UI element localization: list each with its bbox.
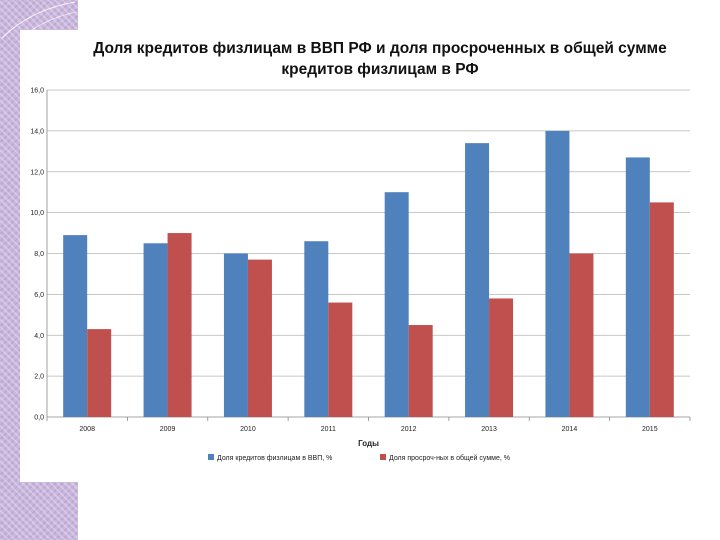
x-tick-label: 2009 bbox=[160, 426, 176, 433]
y-tick-label: 16,0 bbox=[30, 88, 44, 95]
legend-swatch bbox=[380, 454, 386, 460]
bar-share-overdue-2011 bbox=[328, 302, 353, 417]
bar-share-overdue-2010 bbox=[247, 259, 272, 417]
bar-share-overdue-2014 bbox=[569, 253, 594, 417]
bar-share-overdue-2013 bbox=[489, 298, 514, 417]
y-tick-label: 6,0 bbox=[34, 292, 44, 299]
y-tick-label: 12,0 bbox=[30, 169, 44, 176]
x-tick-label: 2015 bbox=[642, 426, 658, 433]
chart-panel: Доля кредитов физлицам в ВВП РФ и доля п… bbox=[20, 30, 710, 482]
x-axis-title: Годы bbox=[358, 439, 379, 448]
bar-share-gdp-2013 bbox=[465, 143, 490, 417]
x-tick-label: 2008 bbox=[79, 426, 95, 433]
bar-share-overdue-2008 bbox=[87, 329, 112, 417]
chart-title-line-2: кредитов физлицам в РФ bbox=[281, 61, 479, 78]
chart-title: Доля кредитов физлицам в ВВП РФ и доля п… bbox=[80, 38, 680, 80]
x-tick-label: 2013 bbox=[481, 426, 497, 433]
x-tick-label: 2012 bbox=[401, 426, 417, 433]
bar-share-gdp-2010 bbox=[223, 253, 248, 417]
y-tick-label: 0,0 bbox=[34, 415, 44, 422]
bar-share-gdp-2014 bbox=[545, 130, 570, 417]
y-tick-label: 8,0 bbox=[34, 251, 44, 258]
y-tick-label: 14,0 bbox=[30, 128, 44, 135]
bar-share-gdp-2015 bbox=[625, 157, 650, 417]
bar-chart: 0,0 2,0 4,0 6,0 8,0 10,0 12,0 14,0 16,0 2008 2009 2… bbox=[30, 88, 691, 462]
x-tick-label: 2014 bbox=[562, 426, 578, 433]
bar-share-overdue-2012 bbox=[408, 325, 433, 417]
bar-share-overdue-2015 bbox=[649, 202, 674, 417]
y-tick-label: 4,0 bbox=[34, 333, 44, 340]
bar-share-gdp-2012 bbox=[384, 192, 409, 417]
legend-swatch bbox=[208, 454, 214, 460]
bar-share-overdue-2009 bbox=[167, 233, 192, 417]
bar-share-gdp-2009 bbox=[143, 243, 168, 417]
x-tick-label: 2011 bbox=[321, 426, 336, 433]
bar-share-gdp-2008 bbox=[63, 235, 88, 417]
legend-label: Доля кредитов физлицам в ВВП, % bbox=[217, 455, 332, 462]
y-tick-label: 2,0 bbox=[34, 374, 44, 381]
y-tick-label: 10,0 bbox=[30, 210, 44, 217]
bar-share-gdp-2011 bbox=[304, 241, 329, 417]
legend-label: Доля просроч-ных в общей сумме, % bbox=[389, 454, 510, 462]
x-tick-label: 2010 bbox=[240, 426, 256, 433]
chart-title-line-1: Доля кредитов физлицам в ВВП РФ и доля п… bbox=[93, 40, 667, 57]
